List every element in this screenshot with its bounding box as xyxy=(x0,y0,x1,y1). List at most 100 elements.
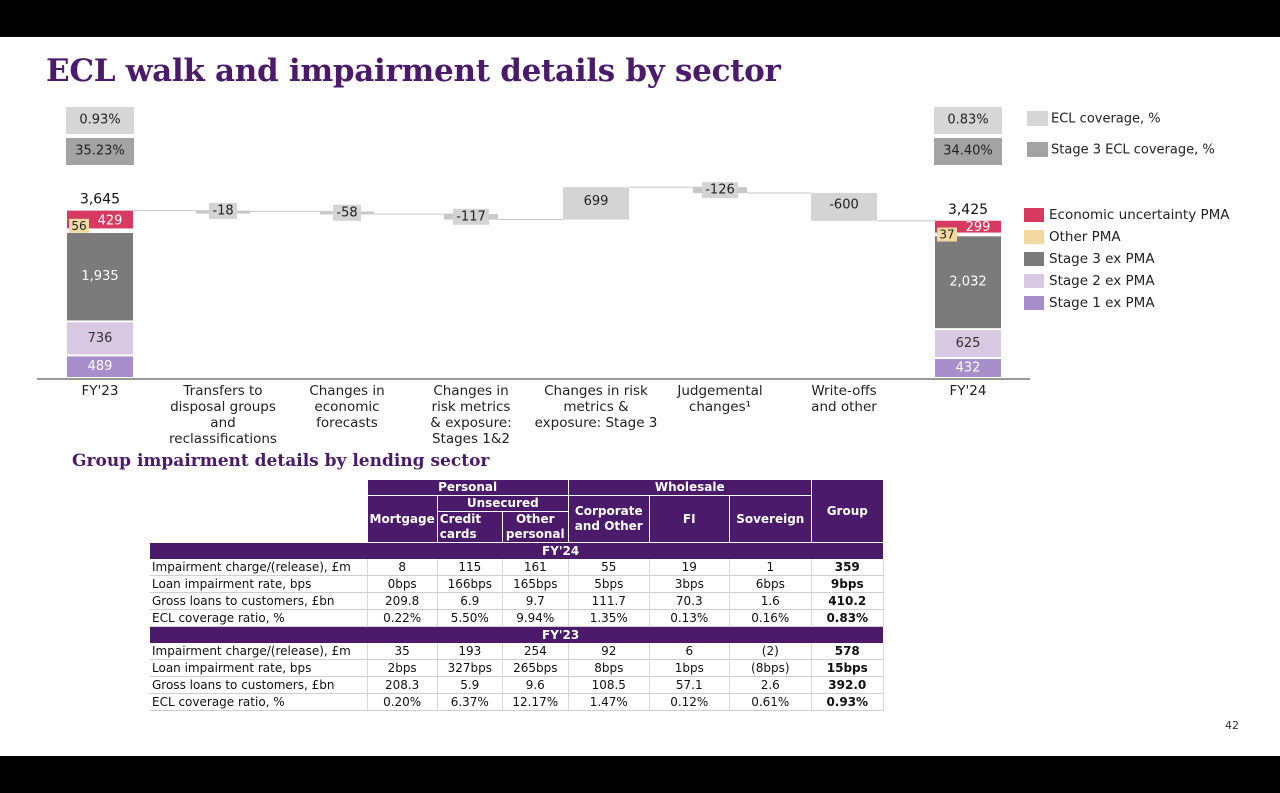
table-cell: 265bps xyxy=(502,659,569,677)
table-cell: 327bps xyxy=(437,659,503,677)
header-mortgage: Mortgage xyxy=(366,495,438,543)
table-cell: 0.22% xyxy=(367,609,438,627)
slide: ECL walk and impairment details by secto… xyxy=(0,37,1280,756)
table-cell: (2) xyxy=(729,643,812,660)
opening-stage3-coverage-label: 35.23% xyxy=(75,144,125,159)
category-label-2: Transfers to xyxy=(182,383,262,399)
legend-label-economic-uncertainty-pma: Economic uncertainty PMA xyxy=(1049,207,1230,223)
table-cell: 35 xyxy=(367,643,438,660)
table-cell: (8bps) xyxy=(729,659,812,677)
table-cell-group: 359 xyxy=(811,559,884,576)
table-cell-group: 9bps xyxy=(811,575,884,593)
closing-stage3-coverage-label: 34.40% xyxy=(943,144,993,159)
walk-label-box-2 xyxy=(333,204,361,221)
legend-swatch-other-pma xyxy=(1024,230,1044,244)
opening-label-stage3: 1,935 xyxy=(81,269,118,284)
category-label-3: economic xyxy=(314,399,379,415)
section-row-fy24: FY'24 xyxy=(150,542,884,559)
walk-value-label-1: -18 xyxy=(212,204,233,219)
table-row: Impairment charge/(release), £m 8 115 16… xyxy=(150,559,884,576)
category-label-4: risk metrics xyxy=(432,399,511,415)
closing-stage3-coverage-box xyxy=(934,138,1002,165)
row-label: Impairment charge/(release), £m xyxy=(150,643,368,660)
opening-label-stage1: 489 xyxy=(88,359,113,374)
closing-bar-stage1-ex-pma xyxy=(935,359,1001,377)
table-cell: 92 xyxy=(568,643,650,660)
table-cell: 1 xyxy=(729,559,812,576)
table-cell: 70.3 xyxy=(649,592,730,610)
table-cell: 208.3 xyxy=(367,676,438,694)
row-label: Gross loans to customers, £bn xyxy=(150,592,368,610)
table-cell-group: 392.0 xyxy=(811,676,884,694)
table-cell: 8bps xyxy=(568,659,650,677)
category-label-5: exposure: Stage 3 xyxy=(535,415,658,431)
walk-bar-6 xyxy=(811,193,877,221)
impairment-table: Personal Wholesale Group Mortgage Unsecu… xyxy=(150,479,884,711)
opening-label-other-pma: 56 xyxy=(71,219,86,233)
table-cell: 6 xyxy=(649,643,730,660)
category-label-2: disposal groups xyxy=(170,399,276,415)
table-cell: 0.12% xyxy=(649,693,730,711)
header-wholesale: Wholesale xyxy=(567,479,812,496)
page-title: ECL walk and impairment details by secto… xyxy=(46,53,781,89)
table-cell: 5bps xyxy=(568,575,650,593)
category-label-5: metrics & xyxy=(563,399,629,415)
closing-label-stage2: 625 xyxy=(956,336,981,351)
legend-swatch-stage3-ex-pma xyxy=(1024,252,1044,266)
row-label: Impairment charge/(release), £m xyxy=(150,559,368,576)
table-cell: 3bps xyxy=(649,575,730,593)
table-cell-group: 15bps xyxy=(811,659,884,677)
table-cell: 193 xyxy=(437,643,503,660)
closing-other-pma-box xyxy=(937,227,957,242)
closing-label-other-pma: 37 xyxy=(939,228,954,242)
table-row: ECL coverage ratio, % 0.22% 5.50% 9.94% … xyxy=(150,609,884,627)
opening-bar-stage3-ex-pma xyxy=(67,233,133,321)
closing-bar-stage2-ex-pma xyxy=(935,330,1001,358)
header-credit-cards: Credit cards xyxy=(436,511,503,543)
header-sovereign: Sovereign xyxy=(728,495,812,543)
table-cell: 1.35% xyxy=(568,609,650,627)
table-cell: 55 xyxy=(568,559,650,576)
legend-label-stage2-ex-pma: Stage 2 ex PMA xyxy=(1049,273,1155,289)
header-group: Group xyxy=(810,479,884,543)
table-cell: 108.5 xyxy=(568,676,650,694)
category-label-6: Judgemental xyxy=(676,383,762,399)
legend-label-stage3-ex-pma: Stage 3 ex PMA xyxy=(1049,251,1155,267)
table-cell: 5.9 xyxy=(437,676,503,694)
table-cell: 115 xyxy=(437,559,503,576)
closing-label-stage1: 432 xyxy=(956,361,981,376)
header-unsecured: Unsecured xyxy=(436,495,569,512)
header-personal: Personal xyxy=(366,479,569,496)
opening-ecl-coverage-box xyxy=(66,107,134,134)
category-label-4: Stages 1&2 xyxy=(432,431,510,447)
table-cell: 6.9 xyxy=(437,592,503,610)
walk-value-label-3: -117 xyxy=(456,209,486,224)
table-row: Gross loans to customers, £bn 208.3 5.9 … xyxy=(150,676,884,694)
table-cell: 1.47% xyxy=(568,693,650,711)
table-row: Impairment charge/(release), £m 35 193 2… xyxy=(150,643,884,660)
closing-bar-economic-uncertainty-pma xyxy=(935,220,1001,233)
walk-label-box-3 xyxy=(453,208,489,225)
opening-label-economic-pma: 429 xyxy=(98,213,123,228)
table-cell: 166bps xyxy=(437,575,503,593)
table-cell: 0.61% xyxy=(729,693,812,711)
table-cell: 57.1 xyxy=(649,676,730,694)
table-cell-group: 0.83% xyxy=(811,609,884,627)
table-cell: 161 xyxy=(502,559,569,576)
closing-ecl-coverage-label: 0.83% xyxy=(947,113,988,128)
table-cell-group: 410.2 xyxy=(811,592,884,610)
row-label: Loan impairment rate, bps xyxy=(150,659,368,677)
table-cell: 8 xyxy=(367,559,438,576)
row-label: ECL coverage ratio, % xyxy=(150,609,368,627)
opening-bar-stage2-ex-pma xyxy=(67,322,133,355)
ecl-walk-chart: 489 736 1,935 429 56 3,645 0.93% 35.23% 432 625 2,… xyxy=(37,107,1230,447)
section-row-fy23: FY'23 xyxy=(150,626,884,643)
category-label-8: FY'24 xyxy=(950,383,987,399)
legend-label-stage1-ex-pma: Stage 1 ex PMA xyxy=(1049,295,1155,311)
table-cell: 165bps xyxy=(502,575,569,593)
legend-swatch-stage3-coverage xyxy=(1027,142,1048,157)
legend-swatch-stage2-ex-pma xyxy=(1024,274,1044,288)
header-other-line1: Other xyxy=(515,512,555,527)
legend-label-ecl-coverage: ECL coverage, % xyxy=(1051,112,1161,127)
category-label-5: Changes in risk xyxy=(544,383,648,399)
